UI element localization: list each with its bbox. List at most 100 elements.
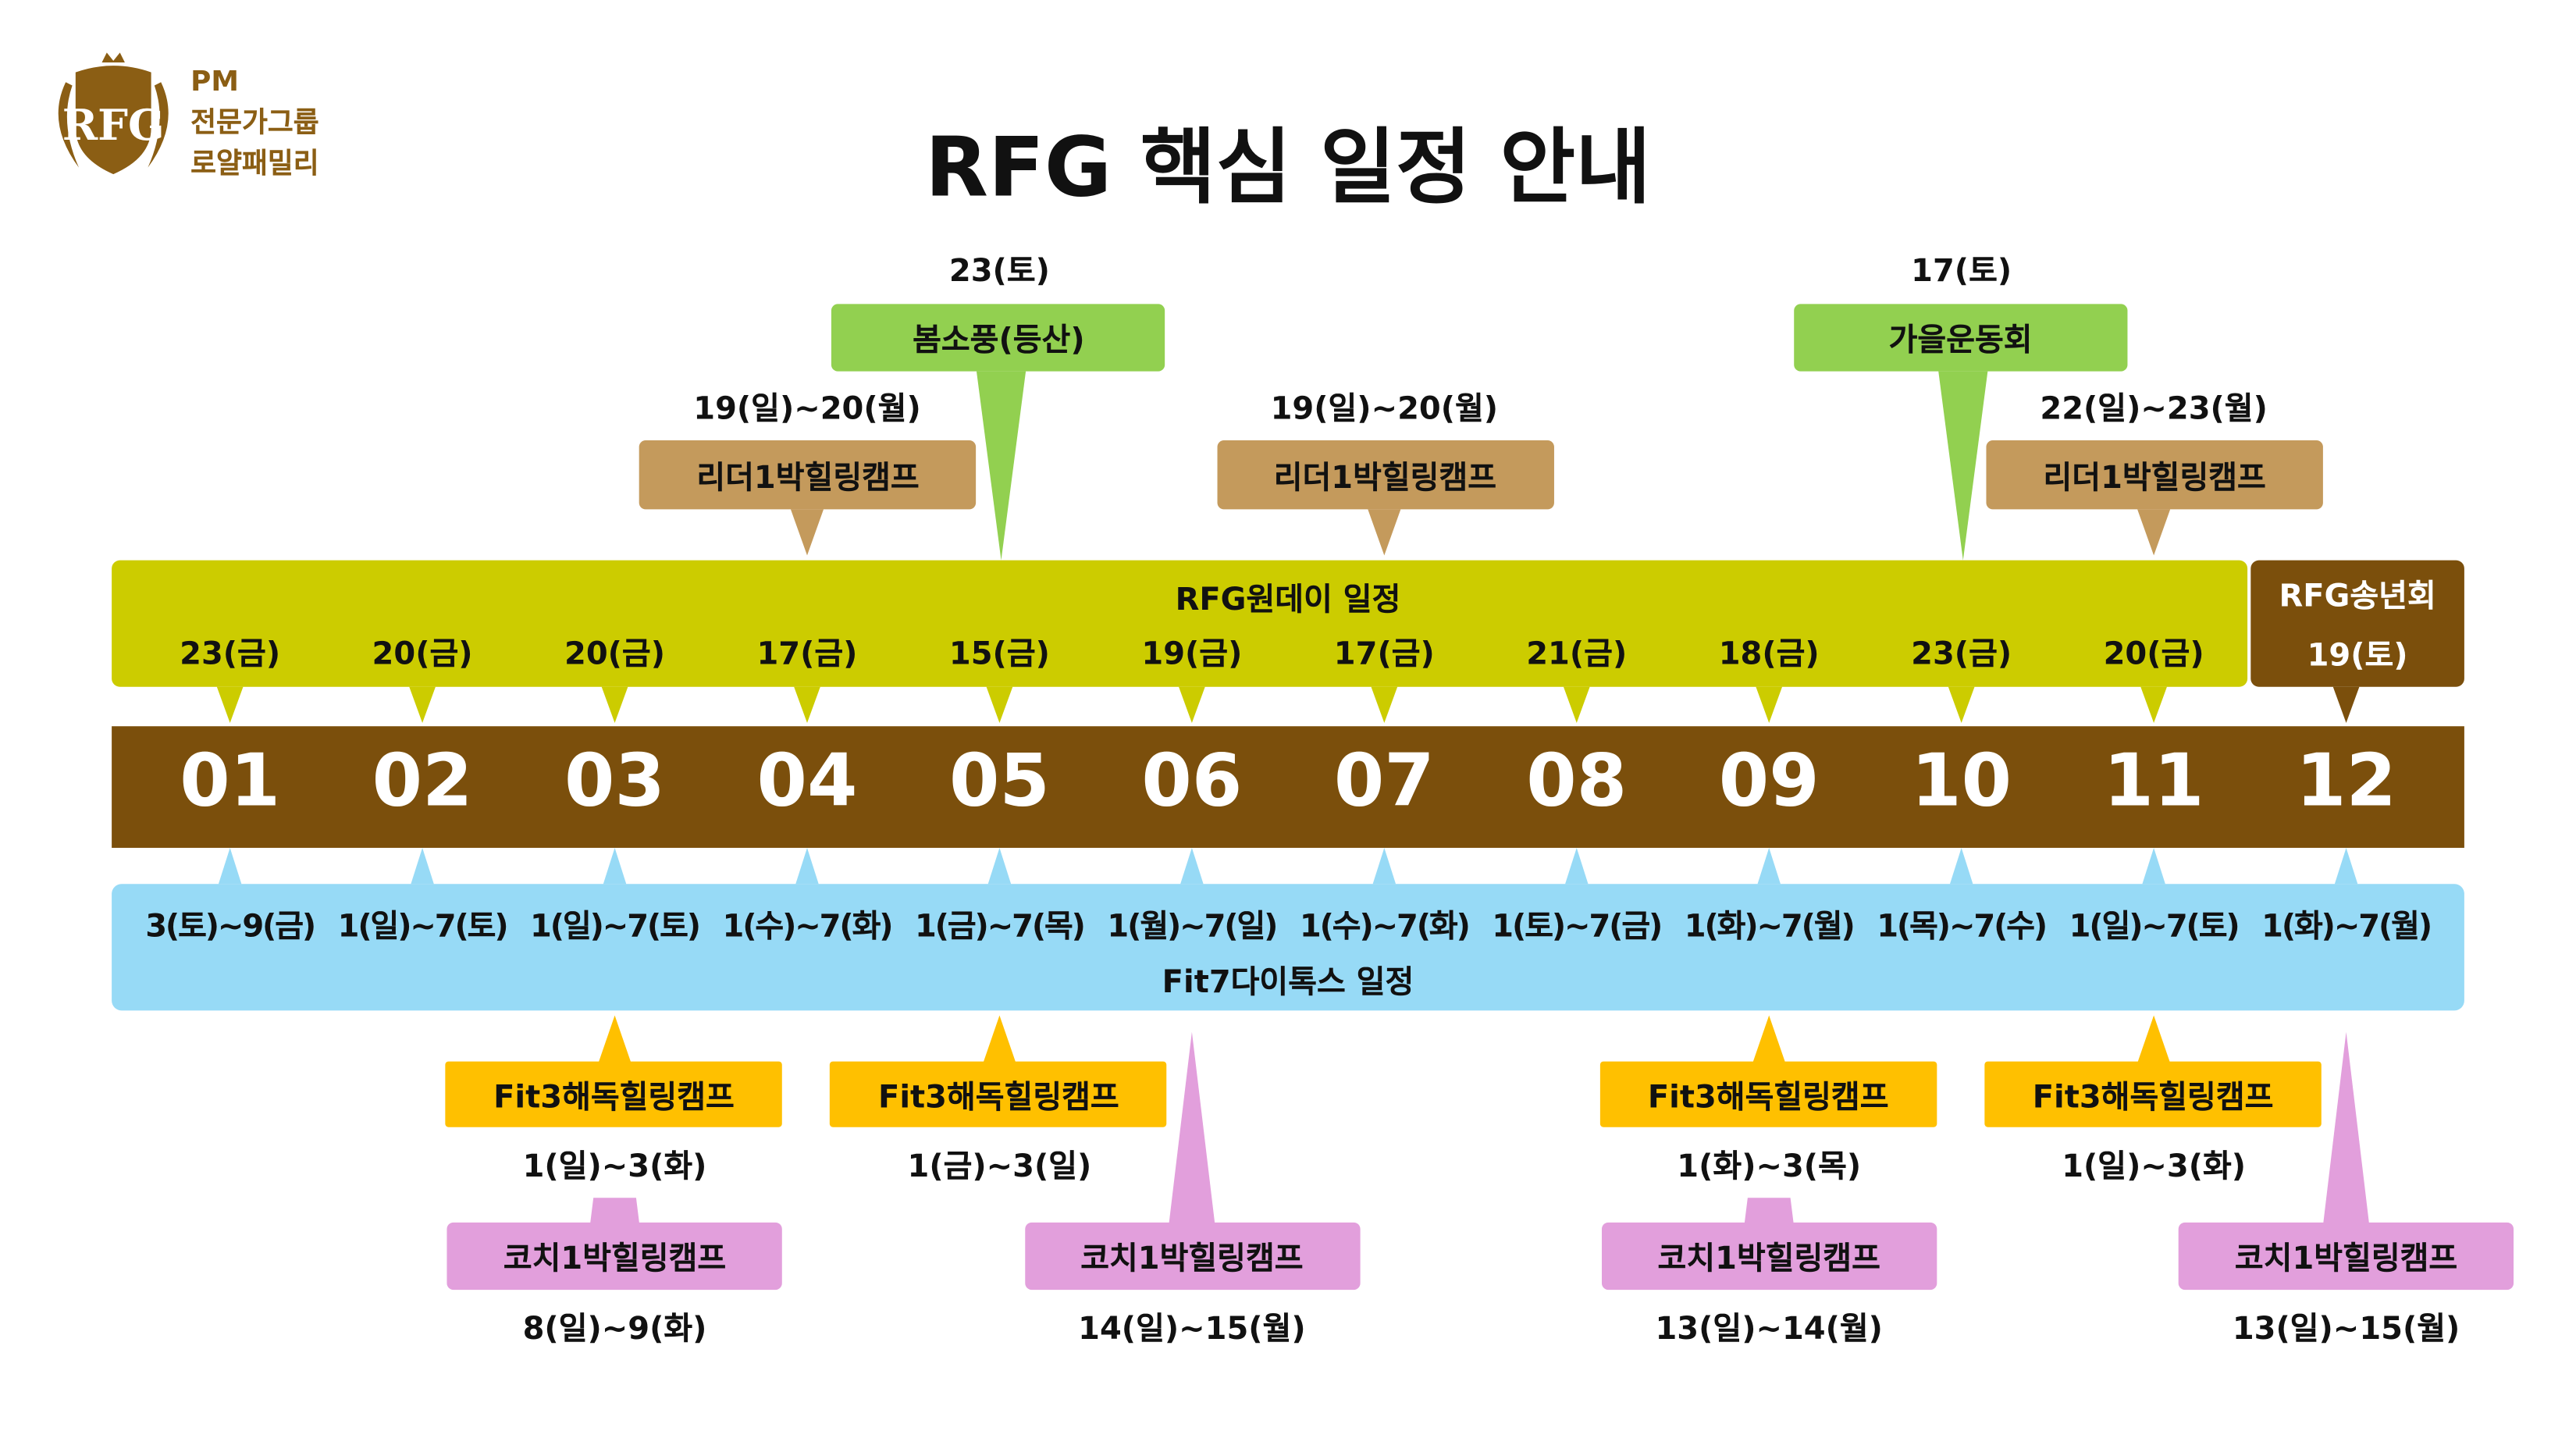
- fit7-pointer: [987, 847, 1012, 885]
- coach-camp-box: 코치1박힐링캠프: [2178, 1222, 2514, 1291]
- fit7-date: 1(화)~7(월): [2261, 908, 2432, 945]
- fit7-pointer: [218, 847, 242, 885]
- event-date: 23(토): [948, 253, 1050, 290]
- oneday-pointer: [1948, 686, 1975, 724]
- fit7-pointer: [1565, 847, 1589, 885]
- fit3-pointer: [983, 1015, 1016, 1063]
- fit7-date: 1(수)~7(화): [722, 908, 894, 945]
- fit7-band: [112, 884, 2464, 1011]
- oneday-pointer: [409, 686, 436, 724]
- month-label: 04: [756, 739, 858, 824]
- coach-camp-box: 코치1박힐링캠프: [1601, 1222, 1937, 1291]
- oneday-date: 23(금): [1911, 635, 2012, 672]
- coach-camp-date: 14(일)~15(월): [1078, 1311, 1306, 1348]
- oneday-pointer: [1179, 686, 1205, 724]
- event-box: 가을운동회: [1793, 304, 2128, 372]
- fit3-pointer: [1752, 1015, 1786, 1063]
- fit7-pointer: [603, 847, 627, 885]
- fit7-label: Fit7다이톡스 일정: [1162, 964, 1414, 1001]
- year-end-date: 19(토): [2307, 637, 2408, 674]
- oneday-date: 19(금): [1141, 635, 1243, 672]
- oneday-date: 17(금): [756, 635, 858, 672]
- oneday-label: RFG원데이 일정: [1175, 582, 1401, 618]
- fit7-pointer: [411, 847, 434, 885]
- oneday-date: 20(금): [372, 635, 473, 672]
- logo: RFG PM 전문가그룹 로얄패밀리: [43, 49, 319, 190]
- fit7-date: 1(금)~7(목): [914, 908, 1086, 945]
- month-label: 05: [948, 739, 1050, 824]
- fit3-camp-date: 1(화)~3(목): [1677, 1148, 1862, 1185]
- event-date: 17(토): [1911, 253, 2012, 290]
- month-label: 09: [1718, 739, 1820, 824]
- fit7-pointer: [1372, 847, 1397, 885]
- month-label: 08: [1526, 739, 1628, 824]
- leader-camp-box: 리더1박힐링캠프: [1216, 440, 1554, 510]
- oneday-band: [112, 560, 2248, 687]
- coach-camp-date: 13(일)~15(월): [2232, 1311, 2460, 1348]
- oneday-date: 18(금): [1718, 635, 1820, 672]
- oneday-pointer: [216, 686, 244, 724]
- fit7-pointer: [1180, 847, 1204, 885]
- coach-camp-date: 13(일)~14(월): [1655, 1311, 1883, 1348]
- year-end-box: RFG송년회 19(토): [2250, 560, 2464, 687]
- logo-line-family: 로얄패밀리: [190, 148, 319, 181]
- fit3-camp-box: Fit3해독힐링캠프: [1984, 1061, 2322, 1127]
- event-box: 봄소풍(등산): [831, 304, 1165, 372]
- leader-camp-date: 22(일)~23(월): [2040, 390, 2268, 428]
- oneday-date: 15(금): [948, 635, 1050, 672]
- leader-camp-box: 리더1박힐링캠프: [639, 440, 977, 510]
- fit7-pointer: [1757, 847, 1781, 885]
- oneday-pointer: [1563, 686, 1590, 724]
- page-title: RFG 핵심 일정 안내: [924, 119, 1652, 215]
- fit7-date: 1(일)~7(토): [337, 908, 509, 945]
- coach-camp-box: 코치1박힐링캠프: [1024, 1222, 1360, 1291]
- oneday-pointer: [794, 686, 820, 724]
- coach-camp-box: 코치1박힐링캠프: [447, 1222, 783, 1291]
- month-label: 02: [372, 739, 473, 824]
- oneday-date: 17(금): [1333, 635, 1435, 672]
- fit7-pointer: [1949, 847, 1973, 885]
- month-label: 06: [1141, 739, 1243, 824]
- fit3-camp-date: 1(금)~3(일): [907, 1148, 1092, 1185]
- oneday-pointer: [1371, 686, 1398, 724]
- leader-pointer: [790, 509, 824, 556]
- fit7-date: 1(토)~7(금): [1492, 908, 1663, 945]
- oneday-date: 21(금): [1526, 635, 1628, 672]
- fit3-pointer: [2137, 1015, 2171, 1063]
- oneday-date: 20(금): [564, 635, 666, 672]
- oneday-pointer: [2332, 686, 2360, 724]
- leader-pointer: [2137, 509, 2171, 556]
- coach-pointer: [1169, 1031, 1215, 1224]
- fit7-pointer: [795, 847, 819, 885]
- month-band: [112, 726, 2464, 848]
- fit3-camp-box: Fit3해독힐링캠프: [1599, 1061, 1937, 1127]
- coach-pointer: [589, 1198, 640, 1224]
- fit7-date: 1(화)~7(월): [1684, 908, 1856, 945]
- fit3-camp-date: 1(일)~3(화): [2062, 1148, 2247, 1185]
- oneday-date: 20(금): [2103, 635, 2204, 672]
- fit3-camp-date: 1(일)~3(화): [522, 1148, 707, 1185]
- fit7-pointer: [2334, 847, 2358, 885]
- month-label: 01: [180, 739, 281, 824]
- logo-line-group: 전문가그룹: [190, 106, 319, 140]
- coach-camp-date: 8(일)~9(화): [522, 1311, 707, 1348]
- oneday-pointer: [986, 686, 1013, 724]
- fit3-camp-box: Fit3해독힐링캠프: [830, 1061, 1168, 1127]
- fit3-camp-box: Fit3해독힐링캠프: [445, 1061, 783, 1127]
- month-label: 11: [2103, 739, 2204, 824]
- oneday-pointer: [1756, 686, 1783, 724]
- fit7-date: 1(일)~7(토): [530, 908, 701, 945]
- fit7-pointer: [2142, 847, 2165, 885]
- oneday-date: 23(금): [180, 635, 281, 672]
- month-label: 03: [564, 739, 665, 824]
- oneday-pointer: [2140, 686, 2167, 724]
- leader-camp-date: 19(일)~20(월): [1270, 390, 1499, 428]
- fit7-date: 1(목)~7(수): [1877, 908, 2048, 945]
- fit7-date: 1(월)~7(일): [1107, 908, 1278, 945]
- fit7-date: 1(수)~7(화): [1299, 908, 1471, 945]
- month-label: 10: [1911, 739, 2012, 824]
- month-label: 07: [1333, 739, 1435, 824]
- svg-text:RFG: RFG: [62, 100, 165, 150]
- coach-pointer: [1744, 1198, 1794, 1224]
